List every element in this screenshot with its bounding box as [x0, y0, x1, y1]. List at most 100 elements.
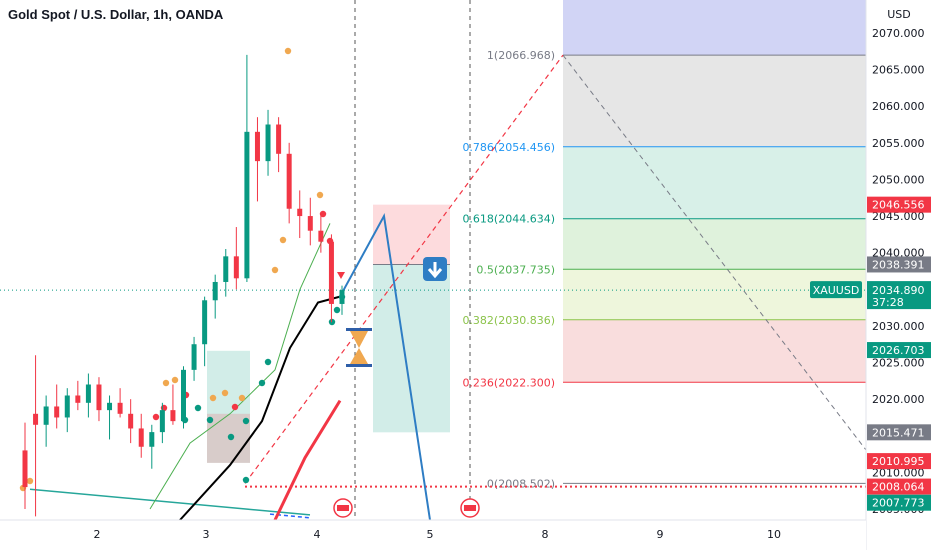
candle-0 [22, 422, 28, 510]
candle-body-16 [191, 344, 197, 370]
price-badge-4: 2010.995 [872, 455, 925, 468]
price-badge-bg-2 [867, 342, 931, 359]
signal-dot-11 [238, 394, 246, 402]
candle-body-6 [85, 384, 91, 403]
signal-dot-5 [152, 413, 160, 421]
moving-average-line [179, 295, 341, 521]
candle-body-29 [328, 241, 334, 304]
candle-body-15 [181, 369, 186, 422]
candle-body-5 [75, 395, 81, 403]
price-badge-bg-5 [867, 478, 931, 495]
candle-body-21 [244, 131, 250, 279]
price-tick-2: 2060.000 [872, 100, 925, 113]
fib-level-label-0: 1(2066.968) [487, 49, 555, 62]
fib-level-label-4: 0.382(2030.836) [462, 314, 555, 327]
hourglass-sand-icon [350, 331, 368, 364]
candle-body-14 [170, 410, 176, 422]
candle-8 [107, 395, 113, 440]
candle-20 [233, 227, 239, 290]
time-tick-6: 10 [767, 528, 781, 541]
price-badge-6: 2007.773 [872, 497, 925, 510]
candle-body-1 [33, 413, 39, 425]
price-badge-0: 2046.556 [872, 199, 925, 212]
red-average-line [273, 399, 342, 521]
candle-22 [254, 117, 260, 202]
price-badge-2: 2026.703 [872, 344, 925, 357]
candle-1 [33, 355, 39, 517]
chart-title: Gold Spot / U.S. Dollar, 1h, OANDA [8, 7, 224, 22]
candle-body-10 [128, 413, 134, 429]
hourglass-cap-icon [346, 328, 372, 331]
fib-trend-line [562, 54, 867, 451]
candle-body-17 [202, 300, 208, 345]
grid [354, 0, 471, 520]
thin-average-line [149, 223, 331, 510]
candle-24 [276, 117, 282, 173]
fib-zone-top [563, 55, 866, 147]
fib-retracement[interactable]: 1(2066.968) 0.786(2054.456) 0.618(2044.634… [462, 0, 867, 490]
candle-29 [328, 234, 334, 323]
candle-15 [181, 366, 186, 429]
candle-body-22 [254, 131, 260, 162]
signal-dot-1 [26, 477, 34, 485]
candle-23 [265, 109, 271, 176]
projection-path [341, 212, 431, 521]
candle-3 [54, 384, 60, 429]
price-tick-3: 2055.000 [872, 137, 925, 150]
candle-body-24 [276, 124, 282, 154]
candle-body-11 [138, 428, 144, 447]
sell-signal-icon [337, 272, 345, 279]
signal-dot-23 [264, 358, 272, 366]
candle-16 [191, 336, 197, 381]
price-tick-5: 2045.000 [872, 210, 925, 223]
candle-body-23 [265, 124, 271, 162]
price-badge-bg-6 [867, 494, 931, 511]
price-axis[interactable]: USD 2070.000 2065.000 2060.000 2055.000 2050.… [810, 0, 932, 550]
signal-dot-24 [328, 318, 336, 326]
fib-zone-2 [563, 218, 866, 270]
candle-9 [117, 388, 123, 418]
lower-trend-line [29, 488, 311, 516]
candle-30 [339, 285, 345, 315]
event-flag-stripe-icon-0 [337, 505, 349, 511]
time-axis[interactable]: 2 3 4 5 8 9 10 [0, 519, 866, 550]
signal-dot-20 [227, 433, 235, 441]
price-badge-1: 2038.391 [872, 258, 925, 271]
symbol-tag: XAUUSD [813, 284, 860, 297]
candle-body-30 [339, 290, 345, 304]
hourglass-base-icon [346, 364, 372, 367]
candle-13 [159, 402, 165, 444]
time-tick-0: 2 [94, 528, 101, 541]
candle-26 [297, 190, 303, 239]
signal-dot-3 [162, 379, 170, 387]
short-position[interactable] [207, 204, 866, 521]
candle-27 [307, 197, 313, 246]
fib-extension-zone [563, 0, 866, 56]
candle-body-19 [223, 256, 229, 282]
candle-body-2 [43, 406, 49, 425]
candle-body-0 [22, 450, 28, 488]
candle-body-20 [233, 256, 239, 279]
price-badge-bg-1 [867, 256, 931, 273]
fib-anchor-line [244, 54, 564, 484]
candle-10 [128, 399, 134, 444]
event-flag-stripe-icon-1 [464, 505, 476, 511]
signal-dot-27 [242, 476, 250, 484]
candle-25 [286, 142, 292, 224]
candle-body-18 [212, 281, 218, 301]
signal-dot-15 [319, 210, 327, 218]
price-tick-12: 2010.000 [872, 466, 925, 479]
candle-7 [96, 377, 102, 422]
fib-zone-1 [563, 146, 866, 219]
price-badge-5: 2008.064 [872, 481, 925, 494]
candle-28 [318, 212, 324, 253]
candle-body-4 [64, 395, 70, 418]
signal-dot-14 [316, 191, 324, 199]
time-tick-4: 8 [542, 528, 549, 541]
sell-arrow-glyph-icon [427, 262, 443, 279]
time-tick-1: 3 [203, 528, 210, 541]
candle-body-12 [149, 432, 155, 447]
candle-11 [138, 413, 144, 458]
